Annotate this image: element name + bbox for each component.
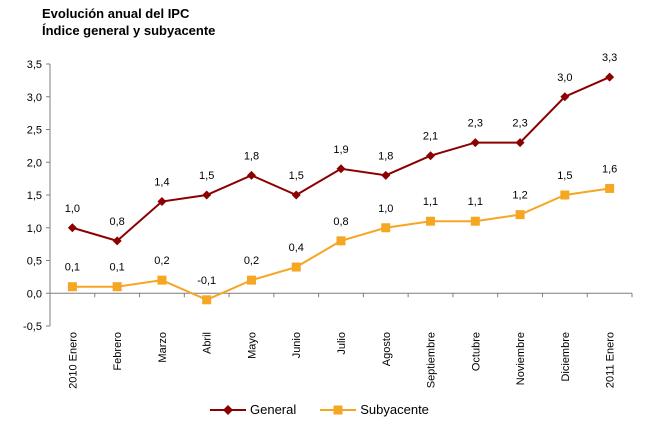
data-label-general: 1,9	[333, 144, 348, 156]
x-tick-label: Junio	[291, 332, 303, 358]
data-label-subyacente: 1,2	[512, 190, 527, 202]
data-point-subyacente	[560, 190, 570, 200]
data-label-general: 2,3	[468, 118, 483, 130]
y-tick-label: 1,5	[27, 190, 42, 202]
y-tick-label: 0,5	[27, 256, 42, 268]
data-label-general: 1,0	[65, 203, 80, 215]
y-tick-label: 2,5	[27, 125, 42, 137]
legend: General Subyacente	[210, 402, 447, 417]
chart-title: Evolución anual del IPC	[42, 6, 190, 21]
data-point-general	[336, 164, 346, 174]
data-point-subyacente	[381, 223, 391, 233]
data-label-general: 1,5	[199, 170, 214, 182]
data-point-general	[157, 197, 167, 207]
data-label-subyacente: 1,6	[602, 163, 617, 175]
chart-subtitle: Índice general y subyacente	[42, 23, 216, 38]
data-label-general: 3,3	[602, 52, 617, 64]
x-tick-label: Noviembre	[515, 332, 527, 385]
data-point-general	[470, 138, 480, 148]
legend-item-general: General	[210, 402, 296, 417]
legend-label-general: General	[250, 402, 297, 417]
data-point-subyacente	[336, 236, 346, 246]
legend-general-marker-icon	[210, 404, 246, 415]
data-point-general	[112, 236, 122, 246]
data-point-general	[560, 92, 570, 102]
x-tick-label: Octubre	[470, 332, 482, 371]
data-label-subyacente: -0,1	[197, 275, 216, 287]
legend-item-subyacente: Subyacente	[320, 402, 429, 417]
data-point-subyacente	[246, 275, 256, 285]
data-point-general	[67, 223, 77, 233]
data-point-general	[605, 72, 615, 82]
data-point-subyacente	[291, 262, 301, 272]
data-point-general	[381, 170, 391, 180]
data-point-subyacente	[515, 210, 525, 220]
data-point-general	[515, 138, 525, 148]
data-point-subyacente	[470, 216, 480, 226]
x-tick-label: 2010 Enero	[67, 332, 79, 389]
data-label-general: 2,3	[512, 118, 527, 130]
y-tick-label: 0,0	[27, 288, 42, 300]
x-tick-label: Febrero	[112, 332, 124, 371]
y-tick-label: -0,5	[23, 321, 42, 333]
data-label-subyacente: 0,2	[244, 255, 259, 267]
data-label-subyacente: 1,0	[378, 203, 393, 215]
data-label-general: 1,8	[244, 150, 259, 162]
x-tick-label: Marzo	[157, 332, 169, 363]
data-label-subyacente: 0,4	[289, 242, 304, 254]
data-label-subyacente: 0,1	[110, 262, 125, 274]
legend-label-subyacente: Subyacente	[360, 402, 429, 417]
data-point-general	[291, 190, 301, 200]
y-tick-label: 1,0	[27, 223, 42, 235]
data-label-subyacente: 0,8	[333, 216, 348, 228]
data-point-subyacente	[67, 282, 77, 292]
data-point-general	[246, 170, 256, 180]
data-label-general: 3,0	[557, 72, 572, 84]
data-label-subyacente: 0,2	[154, 255, 169, 267]
data-point-general	[426, 151, 436, 161]
y-tick-label: 2,0	[27, 157, 42, 169]
x-tick-label: Septiembre	[426, 332, 438, 388]
x-tick-label: Abril	[202, 332, 214, 354]
data-point-subyacente	[426, 216, 436, 226]
x-tick-label: 2011 Enero	[605, 332, 617, 388]
data-label-general: 0,8	[110, 216, 125, 228]
data-label-subyacente: 1,1	[468, 196, 483, 208]
data-label-subyacente: 1,1	[423, 196, 438, 208]
data-point-subyacente	[157, 275, 167, 285]
data-label-general: 1,4	[154, 177, 169, 189]
x-tick-label: Julio	[336, 332, 348, 355]
data-point-subyacente	[112, 282, 122, 292]
x-tick-label: Agosto	[381, 332, 393, 366]
data-label-general: 2,1	[423, 131, 438, 143]
y-tick-label: 3,5	[27, 59, 42, 71]
legend-subyacente-marker-icon	[320, 405, 357, 414]
data-point-subyacente	[202, 295, 212, 305]
data-label-general: 1,8	[378, 150, 393, 162]
data-label-general: 1,5	[289, 170, 304, 182]
data-point-general	[202, 190, 212, 200]
x-tick-label: Diciembre	[560, 332, 572, 382]
data-point-subyacente	[605, 183, 615, 193]
data-label-subyacente: 0,1	[65, 262, 80, 274]
data-label-subyacente: 1,5	[557, 170, 572, 182]
y-tick-label: 3,0	[27, 92, 42, 104]
x-tick-label: Mayo	[246, 332, 258, 359]
